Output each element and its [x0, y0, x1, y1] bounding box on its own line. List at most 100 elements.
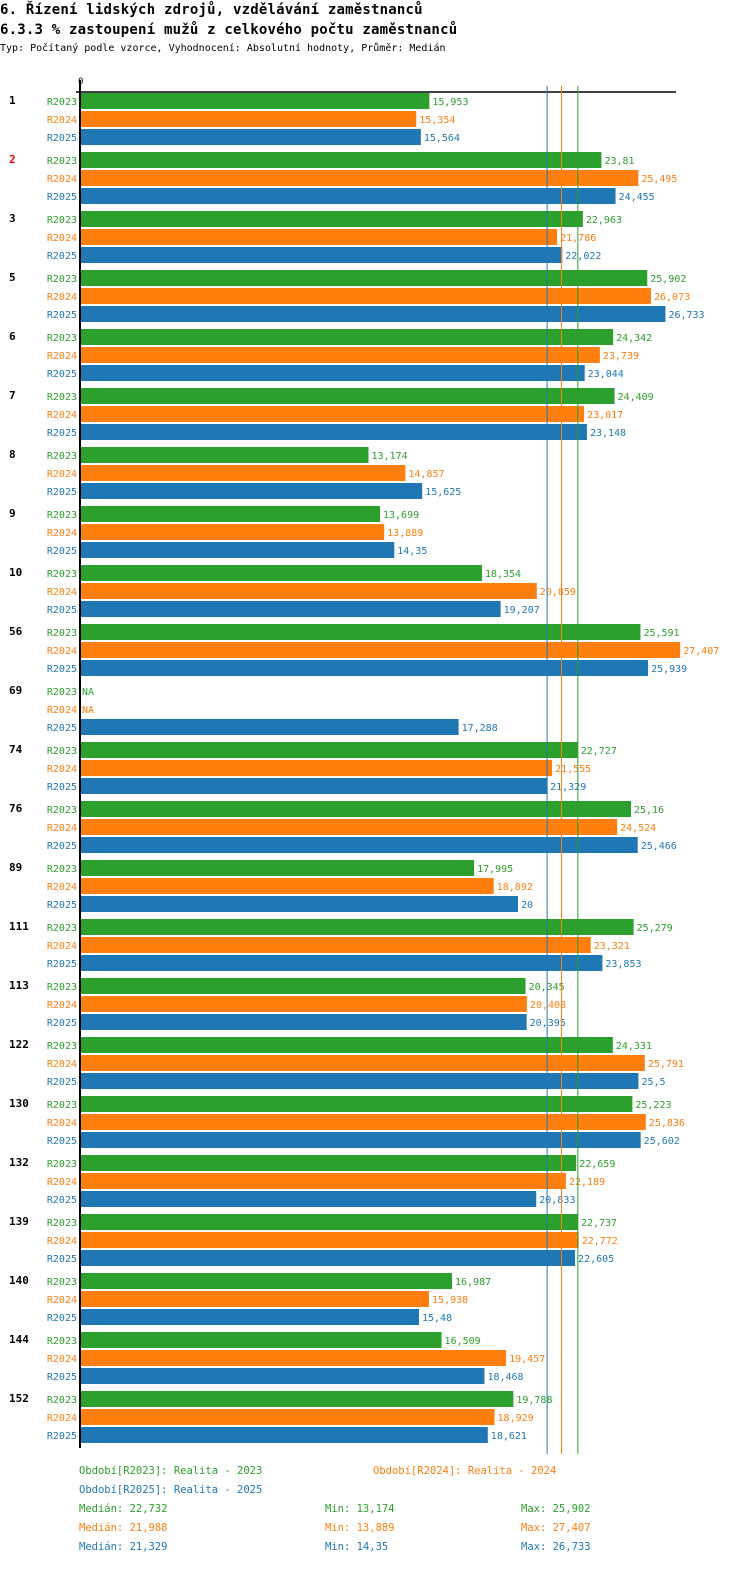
bar-r2024-122	[80, 1055, 645, 1071]
data-label: 27,407	[683, 646, 719, 657]
bar-r2024-140	[80, 1291, 430, 1307]
bar-r2024-113	[80, 996, 527, 1012]
series-row-label: R2025	[47, 841, 77, 852]
data-label: NA	[82, 705, 94, 716]
series-row-label: R2023	[47, 1277, 77, 1288]
series-row-label: R2024	[47, 528, 77, 539]
series-row-label: R2023	[47, 923, 77, 934]
data-label: 25,495	[641, 174, 677, 185]
series-row-label: R2025	[47, 487, 77, 498]
series-row-label: R2023	[47, 1336, 77, 1347]
data-label: 19,457	[509, 1354, 545, 1365]
category-label: 132	[9, 1156, 29, 1169]
bar-r2025-2	[80, 188, 616, 204]
data-label: 21,329	[550, 782, 586, 793]
series-row-label: R2025	[47, 428, 77, 439]
data-label: 26,073	[654, 292, 690, 303]
series-row-label: R2024	[47, 705, 77, 716]
category-label: 111	[9, 920, 29, 933]
bar-r2023-113	[80, 978, 526, 994]
data-label: 22,963	[586, 215, 622, 226]
bar-r2023-144	[80, 1332, 442, 1348]
series-row-label: R2024	[47, 410, 77, 421]
series-row-label: R2025	[47, 664, 77, 675]
category-label: 69	[9, 684, 22, 697]
page-title: 6. Řízení lidských zdrojů, vzdělávání za…	[0, 2, 423, 18]
data-label: 18,929	[498, 1413, 534, 1424]
data-label: 22,737	[581, 1218, 617, 1229]
bar-r2023-111	[80, 919, 634, 935]
series-row-label: R2024	[47, 1177, 77, 1188]
data-label: 14,857	[408, 469, 444, 480]
data-label: 25,16	[634, 805, 664, 816]
data-label: 25,791	[648, 1059, 684, 1070]
category-label: 89	[9, 861, 22, 874]
data-label: 22,605	[578, 1254, 614, 1265]
bar-r2024-139	[80, 1232, 579, 1248]
bar-r2024-6	[80, 347, 600, 363]
series-row-label: R2023	[47, 1218, 77, 1229]
bar-r2023-76	[80, 801, 632, 817]
bar-r2024-9	[80, 524, 385, 540]
data-label: 20,395	[530, 1018, 566, 1029]
series-row-label: R2024	[47, 587, 77, 598]
data-label: 20,408	[530, 1000, 566, 1011]
bar-r2025-74	[80, 778, 548, 794]
data-label: 23,321	[594, 941, 630, 952]
data-label: 15,564	[424, 133, 460, 144]
bar-r2024-144	[80, 1350, 507, 1366]
series-row-label: R2023	[47, 333, 77, 344]
bar-r2025-152	[80, 1427, 488, 1443]
data-label: 25,602	[644, 1136, 680, 1147]
series-row-label: R2024	[47, 764, 77, 775]
series-row-label: R2023	[47, 215, 77, 226]
series-row-label: R2024	[47, 882, 77, 893]
bar-r2025-3	[80, 247, 563, 263]
series-row-label: R2025	[47, 1372, 77, 1383]
legend-period-r2023: Období[R2023]: Realita - 2023	[79, 1465, 263, 1477]
bar-r2023-89	[80, 860, 475, 876]
data-label: 24,331	[616, 1041, 652, 1052]
chart-title: 6.3.3 % zastoupení mužů z celkového počt…	[0, 22, 458, 38]
bar-r2025-130	[80, 1132, 641, 1148]
series-row-label: R2023	[47, 628, 77, 639]
category-label: 113	[9, 979, 29, 992]
bar-r2023-2	[80, 152, 602, 168]
data-label: 23,017	[587, 410, 623, 421]
bar-r2024-130	[80, 1114, 646, 1130]
series-row-label: R2024	[47, 646, 77, 657]
series-row-label: R2024	[47, 469, 77, 480]
data-label: 22,659	[579, 1159, 615, 1170]
bar-r2023-7	[80, 388, 615, 404]
series-row-label: R2025	[47, 723, 77, 734]
bar-r2025-9	[80, 542, 395, 558]
category-label: 6	[9, 330, 16, 343]
legend-max-r2023: Max: 25,902	[521, 1503, 591, 1515]
bar-r2025-132	[80, 1191, 537, 1207]
bar-r2023-6	[80, 329, 614, 345]
category-label: 130	[9, 1097, 29, 1110]
bar-r2023-10	[80, 565, 482, 581]
bar-r2024-2	[80, 170, 639, 186]
data-label: 25,279	[637, 923, 673, 934]
legend-min-r2023: Min: 13,174	[325, 1503, 395, 1515]
bar-r2023-139	[80, 1214, 578, 1230]
chart-meta: Typ: Počítaný podle vzorce, Vyhodnocení:…	[0, 43, 446, 54]
bar-r2023-74	[80, 742, 578, 758]
bar-r2025-1	[80, 129, 421, 145]
series-row-label: R2023	[47, 510, 77, 521]
category-label: 74	[9, 743, 23, 756]
bar-r2025-139	[80, 1250, 576, 1266]
series-row-label: R2023	[47, 97, 77, 108]
bar-r2025-89	[80, 896, 518, 912]
series-row-label: R2023	[47, 569, 77, 580]
series-row-label: R2025	[47, 192, 77, 203]
data-label: 21,555	[555, 764, 591, 775]
series-row-label: R2023	[47, 392, 77, 403]
data-label: 24,524	[620, 823, 656, 834]
series-row-label: R2024	[47, 1059, 77, 1070]
category-label: 8	[9, 448, 16, 461]
bar-r2024-76	[80, 819, 618, 835]
category-label: 56	[9, 625, 23, 638]
bar-r2024-8	[80, 465, 406, 481]
